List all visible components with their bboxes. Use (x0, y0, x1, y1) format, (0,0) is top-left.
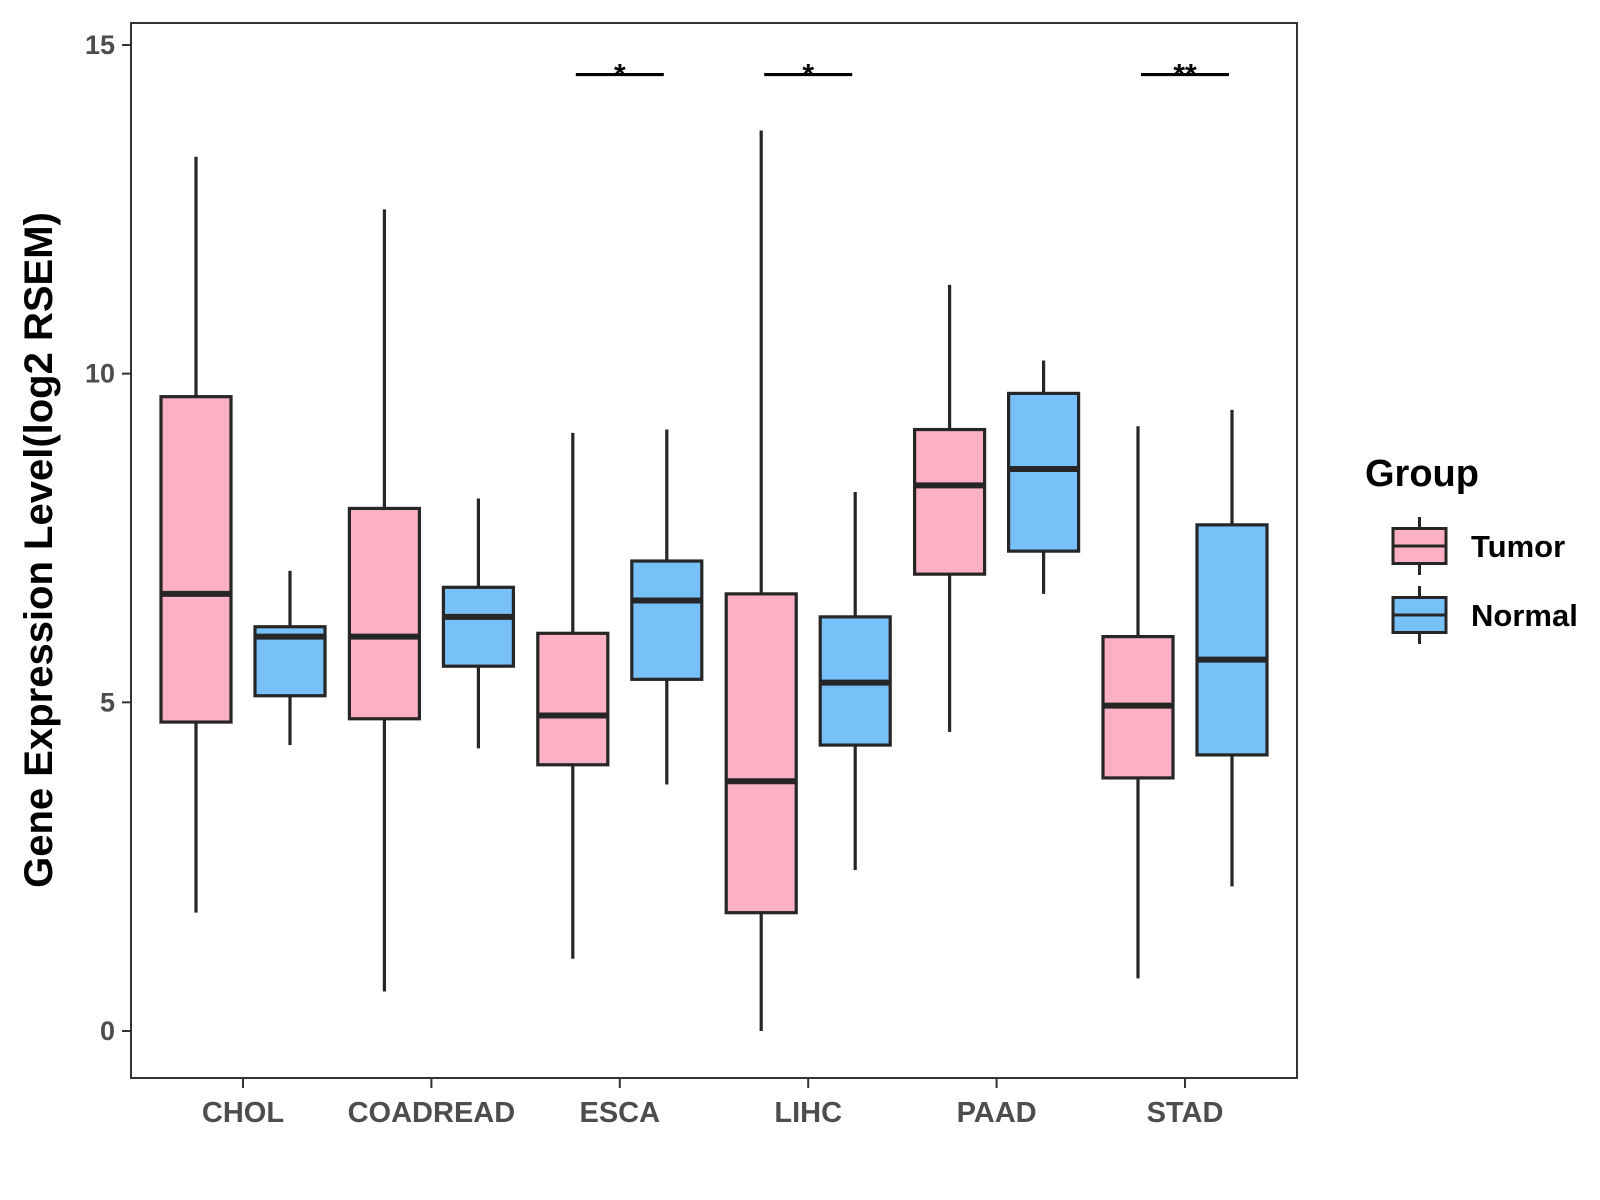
tumor-esca-box (536, 631, 610, 767)
tumor-paad-box (912, 427, 987, 576)
tumor-chol-box (159, 395, 233, 724)
legend-title: Group (1365, 453, 1479, 495)
plot-border (130, 22, 1298, 1079)
tumor-lihc-box (724, 592, 798, 915)
tumor-chol-box-group (159, 156, 233, 913)
tumor-lihc-box-group (724, 130, 798, 1031)
x-tick-label-chol: CHOL (202, 1097, 284, 1129)
x-tick-label-stad: STAD (1147, 1097, 1224, 1129)
normal-coadread-box (441, 585, 515, 668)
tumor-esca-box-group (536, 432, 610, 959)
boxes-layer (159, 130, 1269, 1031)
normal-esca-box (630, 559, 704, 681)
legend-normal-label: Normal (1471, 598, 1578, 633)
y-axis: 0 5 10 15 (85, 30, 131, 1046)
normal-paad-box (1006, 391, 1081, 553)
tumor-stad-box-group (1101, 426, 1175, 979)
significance-esca-label: * (614, 59, 626, 92)
significance-lihc-label: * (802, 59, 814, 92)
y-tick-label-5: 5 (100, 687, 115, 717)
tumor-paad-box-group (912, 284, 987, 732)
normal-coadread-box-group (441, 498, 515, 749)
y-tick-label-0: 0 (100, 1016, 115, 1046)
x-tick-label-lihc: LIHC (774, 1097, 842, 1129)
normal-chol-box-group (253, 570, 327, 746)
x-tick-label-coadread: COADREAD (348, 1097, 516, 1129)
x-tick-label-paad: PAAD (957, 1097, 1037, 1129)
y-tick-label-15: 15 (85, 30, 115, 60)
normal-stad-box-group (1195, 409, 1269, 887)
plot-background (131, 23, 1297, 1078)
plot-panel (131, 23, 1297, 1078)
x-axis: CHOL COADREAD ESCA LIHC PAAD STAD (202, 1078, 1223, 1129)
tumor-coadread-box (347, 506, 421, 721)
legend: Group Tumor Normal (1365, 453, 1578, 644)
legend-tumor-key (1391, 517, 1448, 575)
y-axis-title: Gene Expression Level(log2 RSEM) (17, 212, 61, 888)
x-tick-label-esca: ESCA (580, 1097, 661, 1129)
normal-stad-box (1195, 523, 1269, 757)
significance-stad-label: ** (1173, 59, 1197, 92)
normal-esca-box-group (630, 429, 704, 785)
legend-tumor-label: Tumor (1471, 529, 1565, 564)
y-tick-label-10: 10 (85, 359, 115, 389)
normal-paad-box-group (1006, 360, 1081, 594)
legend-normal-key (1391, 586, 1448, 644)
significance-annotations: * * ** (575, 59, 1229, 92)
tumor-coadread-box-group (347, 209, 421, 992)
normal-lihc-box-group (818, 491, 892, 870)
